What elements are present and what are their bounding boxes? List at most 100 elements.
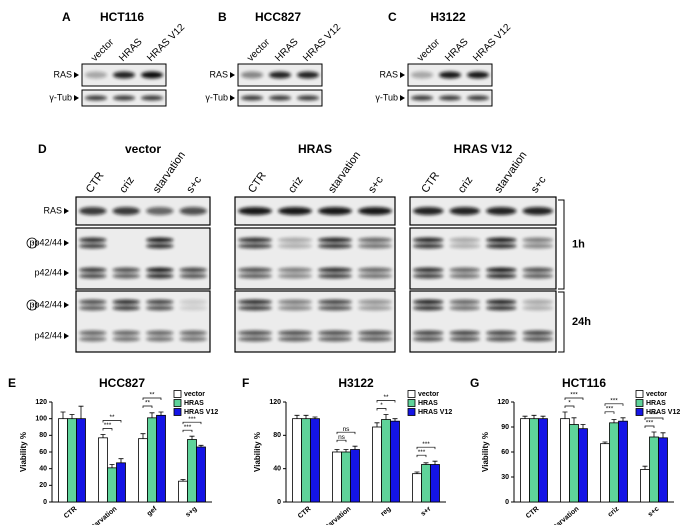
x-tick-label: starvation bbox=[88, 506, 118, 525]
panel-letter: B bbox=[218, 10, 227, 24]
blot-band bbox=[522, 243, 553, 249]
blot-band bbox=[238, 305, 272, 311]
y-tick-label: 0 bbox=[505, 499, 509, 506]
phospho-mark: p bbox=[29, 299, 34, 309]
blot-band bbox=[179, 305, 207, 311]
x-tick-label: s+g bbox=[185, 506, 199, 519]
significance-label: *** bbox=[104, 422, 112, 429]
blot-band bbox=[238, 336, 272, 342]
y-tick-label: 0 bbox=[43, 499, 47, 506]
bar bbox=[372, 426, 382, 503]
blot-band bbox=[85, 95, 107, 101]
blot-band bbox=[146, 330, 174, 336]
error-bar bbox=[562, 411, 568, 419]
blot-band bbox=[449, 336, 480, 342]
bar bbox=[332, 451, 342, 503]
blot-box bbox=[234, 227, 396, 290]
blot-band bbox=[449, 243, 480, 249]
blot-band bbox=[278, 273, 312, 279]
bar bbox=[350, 449, 360, 503]
blot-band bbox=[79, 299, 107, 305]
error-bar bbox=[522, 415, 528, 419]
error-bar bbox=[180, 479, 186, 482]
y-tick-label: 80 bbox=[273, 432, 281, 439]
blot-band bbox=[358, 330, 392, 336]
chart-title: HCC827 bbox=[99, 376, 145, 390]
blot-band bbox=[146, 207, 174, 215]
error-bar bbox=[374, 422, 380, 427]
significance-label: ns bbox=[338, 434, 346, 441]
row-arrow bbox=[400, 72, 405, 78]
blot-band bbox=[112, 330, 140, 336]
row-label: RAS bbox=[209, 69, 228, 79]
panel-letter: D bbox=[38, 142, 47, 156]
blot-band bbox=[269, 95, 291, 101]
blot-band bbox=[179, 299, 207, 305]
significance-bracket bbox=[564, 405, 575, 408]
error-bar bbox=[352, 445, 358, 450]
blot-band bbox=[486, 330, 517, 336]
significance-bracket bbox=[182, 429, 193, 433]
y-tick-label: 80 bbox=[39, 432, 47, 439]
blot-band bbox=[411, 71, 433, 79]
blot-band bbox=[179, 273, 207, 279]
bar bbox=[156, 414, 166, 503]
blot-band bbox=[278, 336, 312, 342]
blot-band bbox=[238, 237, 272, 243]
x-tick-label: starvation bbox=[550, 506, 580, 525]
blot-band bbox=[278, 299, 312, 305]
blot-band bbox=[413, 243, 444, 249]
blot-band bbox=[486, 305, 517, 311]
blot-band bbox=[318, 267, 352, 273]
bar bbox=[609, 422, 619, 503]
blot-band bbox=[146, 273, 174, 279]
blot-band bbox=[318, 305, 352, 311]
blot-band bbox=[278, 243, 312, 249]
significance-label: ** bbox=[149, 392, 155, 399]
blot-band bbox=[79, 273, 107, 279]
row-arrow bbox=[230, 95, 235, 101]
significance-bracket bbox=[604, 411, 615, 414]
blot-band bbox=[358, 267, 392, 273]
y-tick-label: 120 bbox=[269, 399, 281, 406]
lane-label: CTR bbox=[419, 170, 442, 195]
blot-title: HCT116 bbox=[100, 10, 144, 24]
significance-label: *** bbox=[188, 416, 196, 423]
significance-bracket bbox=[416, 454, 427, 458]
lane-label: criz bbox=[117, 174, 137, 195]
significance-bracket bbox=[604, 403, 624, 406]
bar bbox=[569, 424, 579, 503]
bar bbox=[618, 420, 628, 503]
blot-band bbox=[146, 243, 174, 249]
significance-label: *** bbox=[570, 392, 578, 399]
blot-band bbox=[358, 207, 392, 215]
legend-label: HRAS V12 bbox=[418, 409, 452, 416]
bar bbox=[76, 418, 86, 503]
legend-swatch bbox=[635, 399, 644, 407]
significance-label: * bbox=[568, 400, 571, 407]
error-bar bbox=[642, 465, 648, 470]
lane-label: HRAS bbox=[273, 36, 301, 64]
row-label: -p42/44 bbox=[31, 237, 62, 247]
blot-band bbox=[79, 330, 107, 336]
error-bar bbox=[414, 471, 420, 474]
blot-band bbox=[358, 273, 392, 279]
legend-swatch bbox=[635, 408, 644, 416]
significance-label: ns bbox=[343, 426, 351, 433]
row-label: γ-Tub bbox=[205, 92, 228, 102]
panel-letter: A bbox=[62, 10, 71, 24]
phospho-mark: p bbox=[29, 237, 34, 247]
significance-bracket bbox=[182, 421, 202, 425]
blot-band bbox=[79, 305, 107, 311]
error-bar bbox=[611, 419, 617, 423]
significance-label: ** bbox=[109, 414, 115, 421]
y-axis-label: Viability % bbox=[253, 432, 262, 472]
legend-swatch bbox=[173, 408, 182, 416]
blot-band bbox=[79, 237, 107, 243]
row-arrow bbox=[64, 302, 69, 308]
bar bbox=[116, 462, 126, 503]
lane-label: starvation bbox=[492, 149, 529, 195]
error-bar bbox=[540, 415, 546, 419]
blot-band bbox=[238, 243, 272, 249]
bar bbox=[187, 439, 197, 503]
